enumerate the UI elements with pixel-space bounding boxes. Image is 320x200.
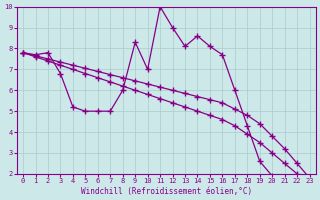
X-axis label: Windchill (Refroidissement éolien,°C): Windchill (Refroidissement éolien,°C): [81, 187, 252, 196]
